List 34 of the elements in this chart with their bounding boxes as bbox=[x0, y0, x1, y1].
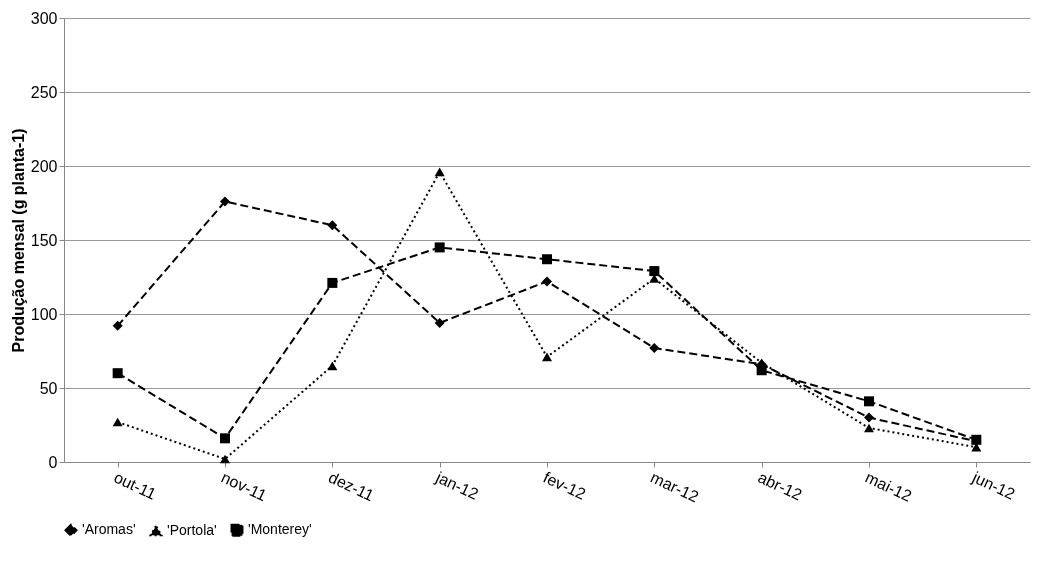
point bbox=[864, 423, 874, 433]
point bbox=[434, 242, 445, 253]
x-tick-label: abr-12 bbox=[755, 468, 805, 504]
point bbox=[864, 412, 874, 423]
y-tick-label: 50 bbox=[39, 379, 58, 397]
point bbox=[649, 266, 660, 277]
legend-label: 'Aromas' bbox=[82, 521, 136, 538]
point bbox=[327, 361, 338, 371]
point bbox=[220, 454, 230, 464]
point bbox=[327, 220, 338, 231]
point bbox=[542, 276, 552, 287]
y-tick-label: 250 bbox=[30, 83, 58, 101]
point bbox=[220, 433, 230, 444]
point bbox=[434, 167, 445, 177]
x-tick-label: nov-11 bbox=[218, 468, 270, 505]
point bbox=[542, 254, 552, 265]
point bbox=[112, 417, 123, 427]
point bbox=[112, 320, 123, 331]
point bbox=[220, 196, 230, 207]
y-tick-label: 100 bbox=[30, 305, 58, 323]
point bbox=[542, 352, 552, 362]
y-tick-label: 150 bbox=[30, 231, 58, 249]
y-tick-label: 300 bbox=[30, 9, 58, 27]
y-axis-title: Produção mensal (g planta-1) bbox=[9, 128, 27, 353]
point bbox=[649, 343, 660, 354]
point bbox=[434, 317, 445, 328]
point bbox=[327, 277, 338, 288]
point bbox=[864, 396, 874, 407]
legend-label: 'Portola' bbox=[167, 521, 217, 538]
y-tick-label: 200 bbox=[30, 157, 58, 175]
x-tick-label: out-11 bbox=[111, 468, 159, 503]
point bbox=[112, 368, 123, 379]
legend-label: 'Monterey' bbox=[248, 521, 312, 538]
y-tick-label: 0 bbox=[48, 453, 58, 471]
